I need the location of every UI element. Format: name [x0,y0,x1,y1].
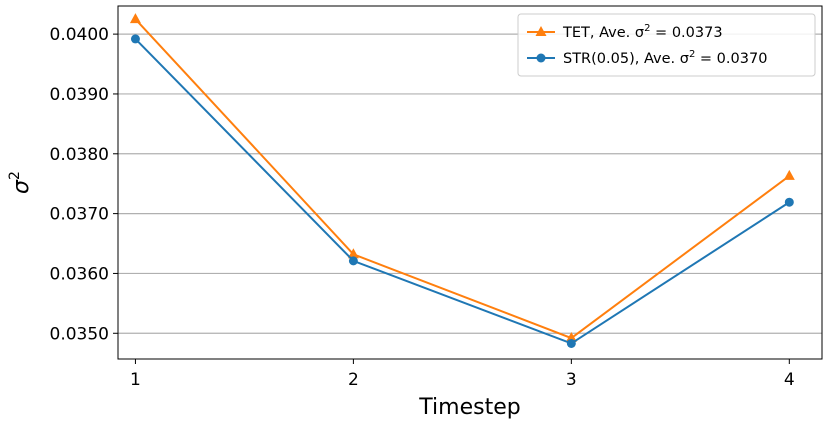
y-tick-label: 0.0350 [50,324,109,344]
grid-lines [118,33,822,334]
series-1 [129,13,795,343]
y-tick-label: 0.0360 [50,264,109,284]
y-tick-label: 0.0400 [50,25,109,45]
legend: TET, Ave. σ2 = 0.0373 STR(0.05), Ave. σ2 … [517,13,816,77]
legend-entry: TET, Ave. σ2 = 0.0373 [527,23,723,41]
series-layer [129,13,795,348]
legend-entry: STR(0.05), Ave. σ2 = 0.0370 [527,49,767,67]
series-2 [130,34,794,348]
legend-marker [535,26,547,36]
y-tick-label: 0.0380 [50,145,109,165]
y-tick-label: 0.0370 [50,205,109,225]
data-point [784,197,794,207]
legend-box [517,13,816,77]
plot-frame [117,5,823,360]
series-line [134,38,790,345]
data-point [130,34,140,44]
x-tick-label: 1 [130,370,141,390]
data-point [347,248,359,259]
x-tick-label: 4 [784,370,795,390]
x-tick-label: 2 [348,370,359,390]
data-point [566,338,576,348]
legend-marker [536,53,546,63]
data-point [348,256,358,266]
legend-label: STR(0.05), Ave. σ2 = 0.0370 [563,49,767,67]
data-point [129,13,141,24]
y-axis: 0.0350 0.0360 0.0370 0.0380 0.0390 0.0400 [50,25,118,344]
data-point [565,332,577,343]
y-tick-label: 0.0390 [50,85,109,105]
data-point [783,169,795,180]
x-tick-label: 3 [566,370,577,390]
legend-label: TET, Ave. σ2 = 0.0373 [562,23,723,41]
x-axis: 1 2 3 4 [130,359,795,390]
y-axis-label: σ2 [7,171,34,194]
x-axis-label: Timestep [418,395,520,420]
series-line [134,18,790,340]
